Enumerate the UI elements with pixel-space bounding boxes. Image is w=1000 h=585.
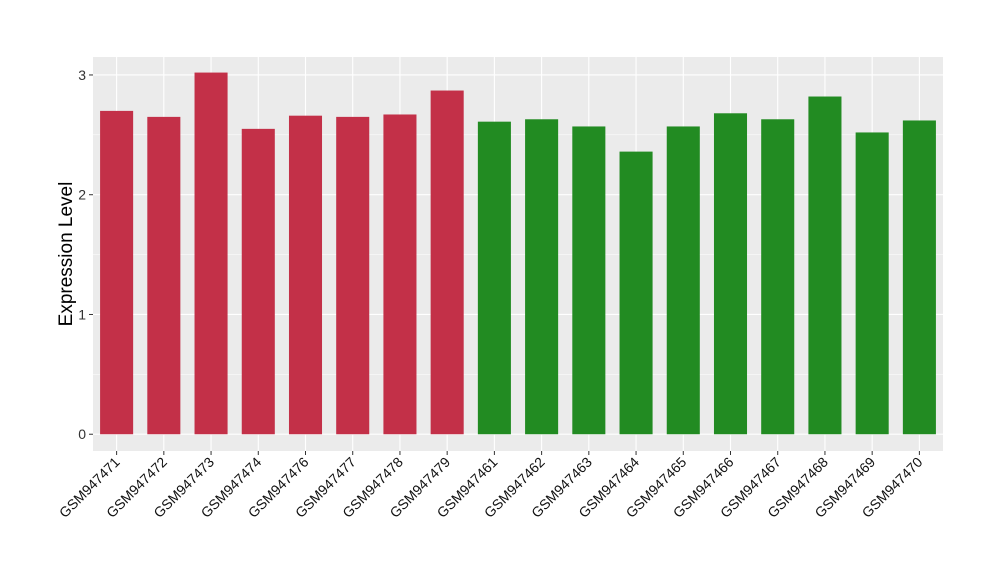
bar-GSM947462 (525, 119, 559, 435)
bar-GSM947464 (619, 151, 653, 435)
y-tick-label: 3 (78, 67, 86, 83)
plot-panel (93, 57, 943, 451)
bar-GSM947474 (241, 128, 275, 435)
bar-GSM947461 (477, 121, 511, 435)
y-axis-label: Expression Level (56, 182, 77, 327)
bar-GSM947473 (194, 72, 228, 435)
bar-GSM947471 (100, 110, 134, 435)
bar-GSM947472 (147, 116, 181, 435)
bar-GSM947476 (288, 115, 323, 435)
bar-GSM947463 (572, 126, 606, 435)
bar-GSM947470 (902, 120, 936, 435)
y-tick-label: 1 (78, 306, 86, 322)
bar-GSM947465 (666, 126, 700, 435)
bar-GSM947466 (713, 113, 748, 435)
bar-GSM947478 (383, 114, 417, 435)
bar-GSM947468 (808, 96, 842, 435)
y-tick-label: 0 (78, 426, 86, 442)
y-tick-label: 2 (78, 187, 86, 203)
bar-GSM947467 (761, 119, 795, 435)
bar-GSM947469 (855, 132, 889, 435)
bar-GSM947479 (430, 90, 464, 435)
bar-GSM947477 (336, 116, 370, 435)
